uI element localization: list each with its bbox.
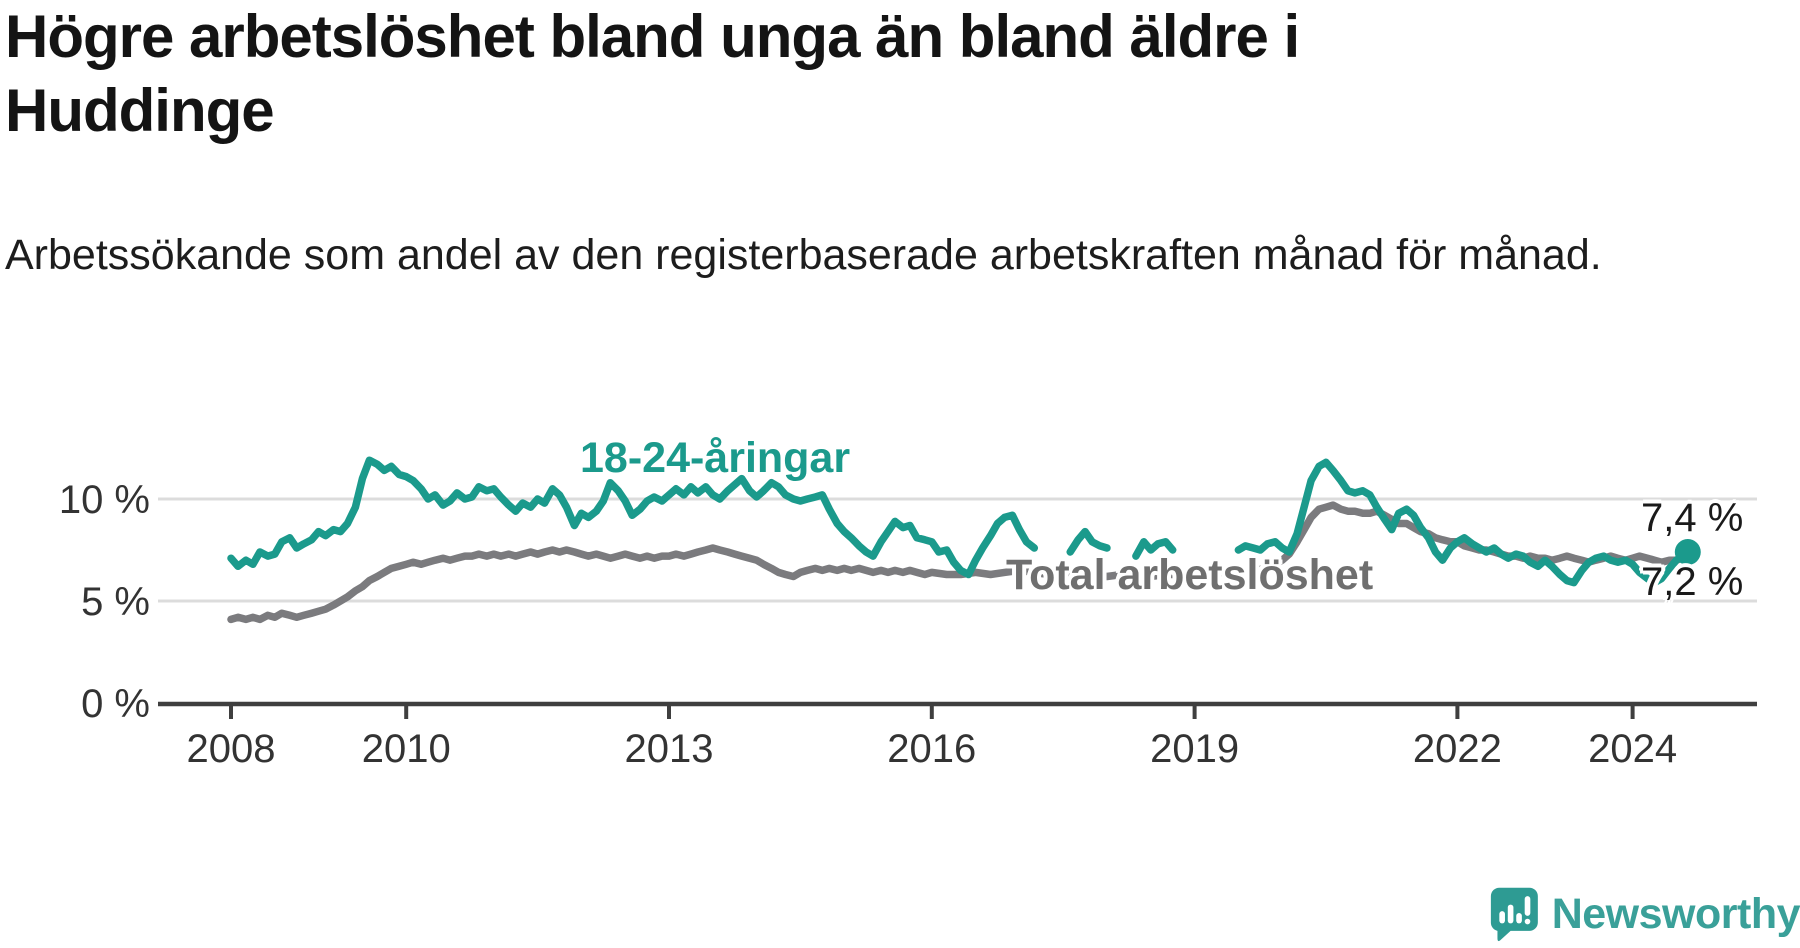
x-tick-label: 2013: [625, 727, 714, 771]
y-tick-label: 0 %: [81, 682, 150, 726]
end-value-label-total: 7,2 %: [1641, 560, 1744, 604]
series-label-youth: 18-24-åringar: [580, 434, 851, 482]
chart-title-line2: Huddinge: [5, 77, 275, 144]
chart-subtitle: Arbetssökande som andel av den registerb…: [5, 231, 1602, 279]
chart-title: Högre arbetslöshet bland unga än bland ä…: [5, 0, 1300, 148]
x-tick-label: 2016: [887, 727, 976, 771]
chart-title-line1: Högre arbetslöshet bland unga än bland ä…: [5, 3, 1300, 70]
x-tick-label: 2022: [1413, 727, 1502, 771]
newsworthy-logo-icon: [1490, 887, 1538, 942]
x-tick-label: 2024: [1588, 727, 1677, 771]
line-youth: [1066, 527, 1111, 556]
line-youth: [1132, 538, 1177, 560]
x-tick-label: 2008: [187, 727, 276, 771]
line-youth: [1234, 458, 1692, 587]
y-tick-label: 10 %: [59, 478, 150, 522]
end-value-label-youth: 7,4 %: [1641, 496, 1744, 540]
y-tick-label: 5 %: [81, 580, 150, 624]
x-tick-label: 2010: [362, 727, 451, 771]
line-youth: [227, 456, 1039, 579]
series-label-total: Total arbetslöshet: [1006, 551, 1374, 599]
newsworthy-logo-text: Newsworthy: [1551, 889, 1800, 938]
newsworthy-logo: Newsworthy: [1489, 884, 1800, 944]
end-dot-youth: [1674, 539, 1701, 566]
x-tick-label: 2019: [1150, 727, 1239, 771]
